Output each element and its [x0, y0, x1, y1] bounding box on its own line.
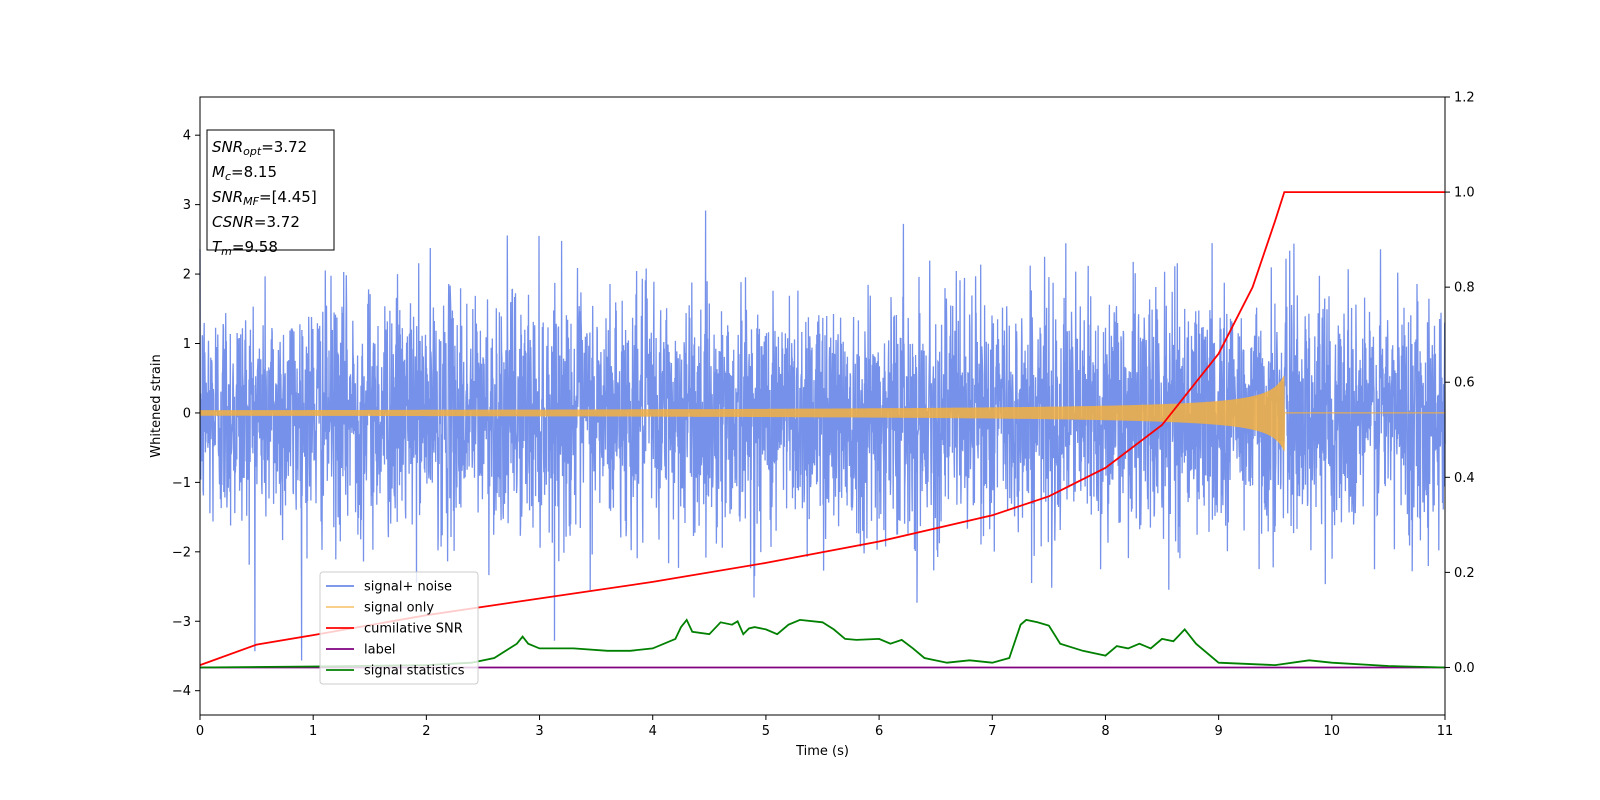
x-axis-label: Time (s) — [795, 744, 849, 759]
y-tick-label: 0 — [183, 406, 191, 421]
annotation-line: Tm=9.58 — [212, 238, 278, 258]
y-tick-label: −1 — [172, 476, 191, 491]
x-tick-label: 7 — [988, 724, 996, 739]
x-tick-label: 3 — [535, 724, 543, 739]
x-tick-label: 0 — [196, 724, 204, 739]
y-tick-label: −2 — [172, 545, 191, 560]
y-axis-ticks: −4 −3 −2 −1 0 1 2 3 4 — [172, 129, 200, 699]
y-axis-label: Whitened strain — [149, 354, 164, 457]
x-tick-label: 5 — [762, 724, 770, 739]
legend-label: cumilative SNR — [364, 622, 463, 637]
y2-tick-label: 0.4 — [1454, 471, 1475, 486]
y2-tick-label: 0.8 — [1454, 281, 1475, 296]
y-tick-label: −4 — [172, 684, 191, 699]
series-signal-only-line — [199, 375, 1445, 451]
stats-annotation-box: SNRopt=3.72 Mc=8.15 SNRMF=[4.45] CSNR=3.72 T… — [206, 129, 335, 258]
legend-label: signal only — [364, 601, 434, 616]
y-tick-label: −3 — [172, 615, 191, 630]
annotation-frame — [206, 129, 335, 251]
y-tick-label: 3 — [183, 198, 191, 213]
y2-tick-label: 0.0 — [1454, 661, 1475, 676]
y2-axis-ticks: 0.0 0.2 0.4 0.6 0.8 1.0 1.2 — [1445, 91, 1475, 676]
legend-label: signal statistics — [364, 664, 465, 679]
x-tick-label: 8 — [1101, 724, 1109, 739]
x-axis-ticks: 0 1 2 3 4 5 6 7 8 9 10 11 — [196, 715, 1453, 739]
annotation-line: Mc=8.15 — [212, 163, 277, 183]
x-tick-label: 1 — [309, 724, 317, 739]
y2-tick-label: 0.6 — [1454, 376, 1475, 391]
annotation-line: CSNR=3.72 — [212, 213, 300, 231]
x-tick-label: 4 — [649, 724, 657, 739]
legend: signal+ noise signal only cumilative SNR la… — [319, 571, 479, 685]
plot-frame — [199, 96, 1446, 716]
y-tick-label: 1 — [183, 337, 191, 352]
x-tick-label: 2 — [422, 724, 430, 739]
y2-tick-label: 0.2 — [1454, 566, 1475, 581]
y2-tick-label: 1.0 — [1454, 186, 1475, 201]
y-tick-label: 4 — [183, 129, 191, 144]
legend-frame — [319, 571, 479, 685]
y2-tick-label: 1.2 — [1454, 91, 1475, 106]
x-tick-label: 9 — [1214, 724, 1222, 739]
x-tick-label: 11 — [1437, 724, 1454, 739]
signal-layer — [199, 375, 1445, 451]
annotation-line: SNRopt=3.72 — [212, 138, 307, 158]
y-tick-label: 2 — [183, 268, 191, 283]
legend-label: label — [364, 643, 395, 658]
series-signal-statistics-line — [199, 618, 1446, 669]
x-tick-label: 10 — [1324, 724, 1341, 739]
annotation-line: SNRMF=[4.45] — [212, 188, 317, 208]
legend-label: signal+ noise — [364, 580, 452, 595]
x-tick-label: 6 — [875, 724, 883, 739]
